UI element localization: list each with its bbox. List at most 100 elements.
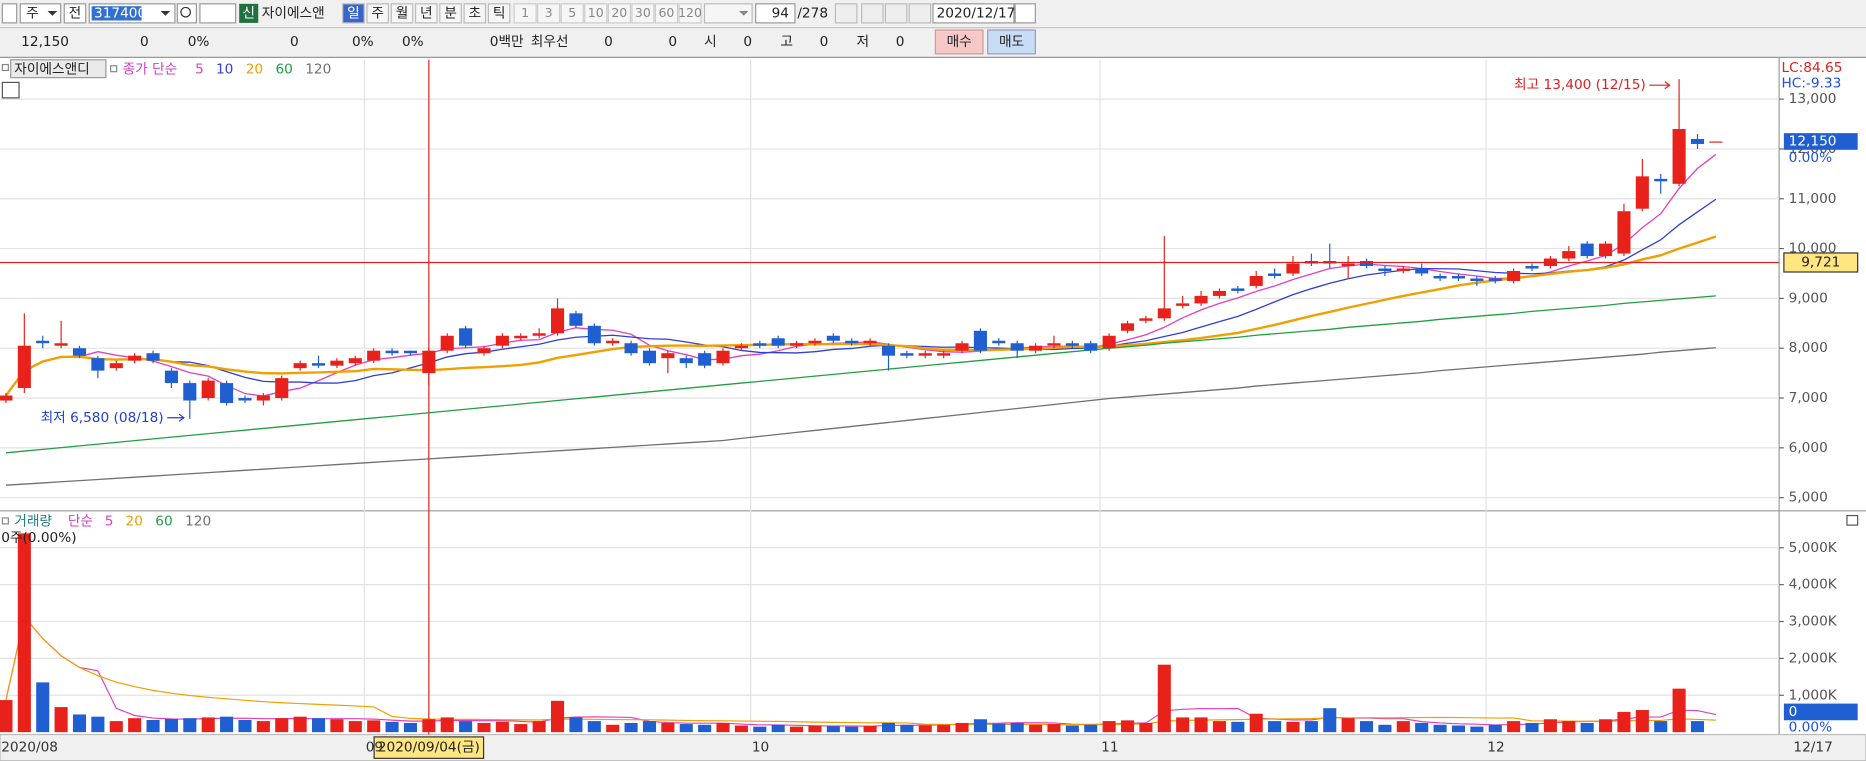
period-combo[interactable] bbox=[19, 3, 62, 24]
legend-entry: 20 bbox=[126, 514, 143, 530]
volume-bar bbox=[403, 722, 417, 733]
quote-field: 고 bbox=[780, 34, 793, 50]
legend-entry: 10 bbox=[216, 61, 233, 77]
period-button[interactable] bbox=[342, 3, 365, 24]
period-button[interactable] bbox=[390, 3, 414, 24]
quote-field: 0백만 bbox=[490, 34, 524, 50]
prev-button[interactable] bbox=[63, 3, 87, 24]
tool-button[interactable] bbox=[834, 3, 858, 24]
tool-button[interactable] bbox=[861, 3, 884, 24]
ma-line bbox=[4, 235, 1717, 397]
candle-body bbox=[91, 358, 105, 371]
annotation-arrow bbox=[167, 413, 185, 422]
y-tick-label: 11,000 bbox=[1789, 191, 1837, 207]
candle-body bbox=[164, 370, 178, 384]
volume-bar bbox=[1268, 721, 1282, 733]
volume-bar bbox=[753, 726, 767, 733]
close-panel[interactable] bbox=[1846, 514, 1859, 526]
period-button[interactable] bbox=[439, 3, 462, 24]
legend-entry: 120 bbox=[305, 61, 331, 77]
candle-body bbox=[550, 308, 565, 334]
period-button[interactable] bbox=[414, 3, 438, 24]
candle-body bbox=[495, 335, 509, 346]
volume-bar bbox=[54, 707, 68, 733]
volume-bar bbox=[734, 725, 748, 733]
volume-bar bbox=[808, 725, 822, 733]
candle-body bbox=[348, 358, 362, 364]
interval-button[interactable] bbox=[584, 3, 608, 24]
candle-body bbox=[1120, 323, 1135, 331]
interval-button[interactable] bbox=[537, 3, 561, 24]
interval-button[interactable] bbox=[513, 3, 537, 24]
period-button[interactable] bbox=[366, 3, 390, 24]
candle-body bbox=[1341, 263, 1355, 267]
candle-body bbox=[367, 350, 381, 361]
quote-field: 0% bbox=[188, 34, 210, 50]
x-tick-label: 2020/08 bbox=[1, 740, 58, 756]
candle-body bbox=[1635, 176, 1649, 209]
legend-icon bbox=[1, 517, 9, 525]
volume-bar bbox=[863, 725, 877, 733]
interval-button[interactable] bbox=[560, 3, 584, 24]
sell-button[interactable] bbox=[987, 29, 1036, 55]
interval-combo[interactable] bbox=[703, 3, 753, 24]
period-text: 년 bbox=[420, 5, 433, 21]
calendar-button[interactable] bbox=[1014, 3, 1036, 24]
candle-body bbox=[146, 353, 160, 361]
volume-ma-label: 단순 bbox=[68, 514, 93, 530]
title-box[interactable] bbox=[10, 59, 107, 79]
volume-bar bbox=[698, 724, 712, 733]
y-tick-label: 5,000K bbox=[1789, 540, 1838, 556]
volume-bar bbox=[275, 718, 289, 733]
candle-body bbox=[311, 363, 326, 366]
interval-button[interactable] bbox=[631, 3, 655, 24]
prev-text: 전 bbox=[69, 5, 82, 21]
period-button[interactable] bbox=[463, 3, 487, 24]
candle-body bbox=[514, 335, 528, 339]
candle-body bbox=[624, 343, 638, 354]
candle-body bbox=[1415, 268, 1429, 274]
candle-body bbox=[275, 378, 289, 399]
interval-button[interactable] bbox=[678, 3, 702, 24]
interval-button[interactable] bbox=[654, 3, 679, 24]
buy-button[interactable] bbox=[934, 29, 984, 55]
candle-body bbox=[1470, 278, 1484, 281]
volume-bar bbox=[1690, 721, 1705, 733]
menu-icon[interactable] bbox=[1, 3, 18, 24]
period-button[interactable] bbox=[487, 3, 511, 24]
candle-body bbox=[826, 335, 840, 341]
volume-bar bbox=[1635, 710, 1649, 733]
period-text: 초 bbox=[469, 5, 482, 21]
volume-bar bbox=[624, 722, 638, 733]
count-input[interactable] bbox=[755, 3, 796, 24]
candle-body bbox=[459, 328, 473, 346]
candle-body bbox=[918, 353, 932, 356]
interval-text: 3 bbox=[545, 5, 553, 20]
chart-title: 자이에스앤디 bbox=[14, 61, 89, 77]
volume-bar bbox=[606, 724, 620, 733]
volume-bar bbox=[1672, 688, 1686, 733]
save-button[interactable] bbox=[884, 3, 908, 24]
candle-body bbox=[1690, 138, 1705, 144]
volume-bar bbox=[201, 717, 215, 733]
candle-body bbox=[1709, 141, 1723, 143]
candle-body bbox=[477, 348, 491, 354]
interval-button[interactable] bbox=[607, 3, 631, 24]
sound-button[interactable] bbox=[199, 3, 237, 24]
candle-body bbox=[1065, 343, 1079, 346]
volume-bar bbox=[1359, 721, 1374, 733]
volume-bar bbox=[514, 724, 528, 733]
date-input[interactable] bbox=[932, 3, 1015, 24]
search-button[interactable] bbox=[176, 3, 197, 24]
volume-bar bbox=[238, 719, 252, 733]
volume-bar bbox=[771, 724, 785, 733]
ma-label: 종가 단순 bbox=[123, 61, 178, 77]
candle-body bbox=[992, 340, 1006, 344]
candle-body bbox=[36, 340, 50, 344]
new-badge[interactable] bbox=[239, 3, 259, 23]
quote-field: 0 bbox=[290, 34, 299, 50]
grid-icon[interactable] bbox=[1, 81, 20, 99]
candle-body bbox=[1599, 243, 1613, 257]
settings-button[interactable] bbox=[908, 3, 932, 24]
